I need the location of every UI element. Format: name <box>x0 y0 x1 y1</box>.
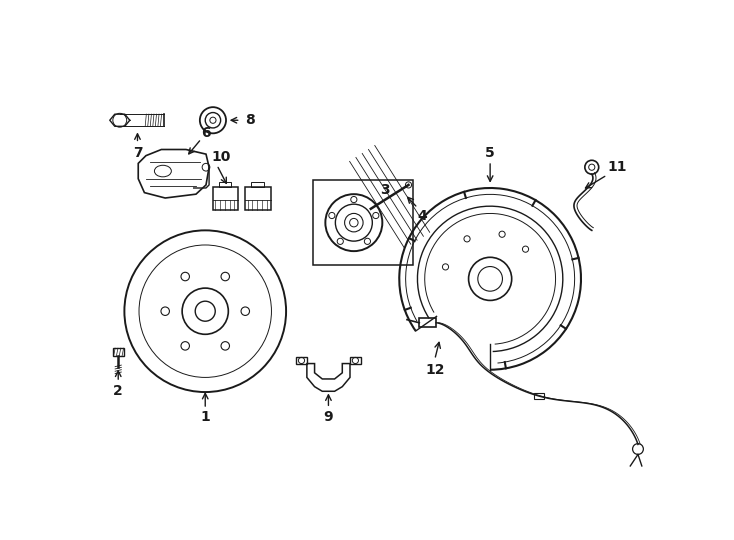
Bar <box>419 318 436 327</box>
Text: 11: 11 <box>608 160 627 174</box>
Bar <box>534 393 544 399</box>
Text: 6: 6 <box>201 126 211 139</box>
Text: 3: 3 <box>380 184 390 198</box>
Text: 10: 10 <box>211 150 230 164</box>
Bar <box>219 182 231 187</box>
Text: 4: 4 <box>418 209 427 222</box>
Text: 1: 1 <box>200 410 210 424</box>
Text: 9: 9 <box>324 410 333 424</box>
Bar <box>252 182 264 187</box>
Text: 8: 8 <box>245 113 255 127</box>
Text: 7: 7 <box>133 146 142 160</box>
Bar <box>113 348 123 356</box>
Text: 12: 12 <box>425 363 445 377</box>
Text: 2: 2 <box>113 384 123 399</box>
Bar <box>313 180 413 265</box>
Text: 5: 5 <box>485 146 495 160</box>
